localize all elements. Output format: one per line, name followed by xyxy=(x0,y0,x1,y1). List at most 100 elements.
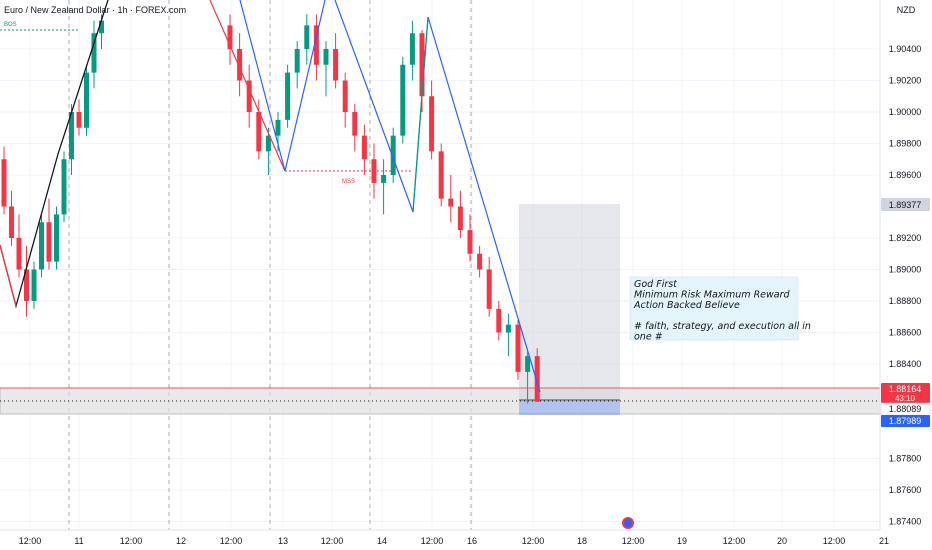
candle xyxy=(61,151,67,223)
candle xyxy=(91,20,97,89)
price-tick-label: 1.87400 xyxy=(889,517,922,527)
time-tick-label: 20 xyxy=(777,536,787,546)
candle-body xyxy=(285,72,291,120)
candle-body xyxy=(246,80,252,112)
candle-body xyxy=(496,308,502,333)
price-tick-label: 1.89000 xyxy=(889,265,922,275)
candle xyxy=(1,146,7,215)
candle-body xyxy=(16,238,22,270)
swing-line-green xyxy=(412,16,429,213)
time-axis-bg xyxy=(0,530,932,550)
candle xyxy=(534,348,540,402)
candle-body xyxy=(515,324,521,372)
candle xyxy=(352,104,358,152)
candle-body xyxy=(227,25,233,49)
candle-body xyxy=(69,112,74,160)
candle xyxy=(448,175,454,223)
bos-label: BOS xyxy=(4,22,17,28)
countdown-label: 43:10 xyxy=(895,394,916,403)
swing-line-red-left xyxy=(0,244,17,307)
time-tick-label: 21 xyxy=(879,536,889,546)
candle xyxy=(515,319,521,380)
candle xyxy=(323,41,329,97)
candle xyxy=(371,143,377,199)
candle-body xyxy=(54,214,59,262)
candle xyxy=(265,127,271,175)
price-tick-label: 1.90000 xyxy=(889,107,922,117)
target-price-label: 1.89377 xyxy=(889,200,922,210)
price-tick-label: 1.90400 xyxy=(889,44,922,54)
candle xyxy=(294,41,300,89)
price-tick-label: 1.89600 xyxy=(889,170,922,180)
event-marker-inner-icon xyxy=(624,519,632,527)
candle-body xyxy=(429,96,435,152)
note-line: # faith, strategy, and execution all in xyxy=(634,321,811,332)
time-tick-label: 12:00 xyxy=(522,536,545,546)
candle-body xyxy=(400,64,406,136)
price-tick-label: 1.88400 xyxy=(889,359,922,369)
swing-line-blue-1 xyxy=(239,0,326,172)
candle xyxy=(285,64,291,128)
candles xyxy=(1,14,540,404)
time-tick-label: 12:00 xyxy=(622,536,645,546)
candle xyxy=(457,190,463,238)
mss-label: MSS xyxy=(342,179,355,185)
candle-body xyxy=(294,49,300,73)
time-tick-label: 18 xyxy=(577,536,587,546)
candle xyxy=(333,33,339,89)
price-tick-label: 1.88800 xyxy=(889,296,922,306)
candle-body xyxy=(419,33,425,97)
candle-body xyxy=(448,198,454,207)
candle xyxy=(477,245,483,278)
candle-body xyxy=(361,135,367,160)
candle xyxy=(467,214,473,262)
price-tick-label: 1.87800 xyxy=(889,454,922,464)
candle xyxy=(390,127,396,183)
note-box[interactable] xyxy=(629,276,799,341)
entry-price-label: 1.88089 xyxy=(889,404,922,414)
candle-body xyxy=(265,135,271,152)
price-tick-label: 1.89800 xyxy=(889,139,922,149)
time-tick-label: 13 xyxy=(278,536,288,546)
candle xyxy=(31,261,37,309)
candle-body xyxy=(323,49,329,65)
candle-body xyxy=(333,49,339,81)
candle-body xyxy=(313,25,319,65)
candle xyxy=(227,14,233,65)
candle xyxy=(400,56,406,144)
candle-body xyxy=(534,356,540,402)
stop-price-label: 1.87989 xyxy=(889,416,922,426)
time-tick-label: 12:00 xyxy=(823,536,846,546)
candle xyxy=(84,64,89,136)
stop-zone xyxy=(519,400,620,415)
candle xyxy=(304,14,310,65)
candle xyxy=(486,256,492,317)
time-tick-label: 14 xyxy=(377,536,387,546)
candle xyxy=(76,99,82,136)
candle-body xyxy=(1,159,7,207)
candle-body xyxy=(9,206,14,238)
candle xyxy=(361,124,367,175)
time-tick-label: 12:00 xyxy=(723,536,746,546)
candle xyxy=(9,190,14,246)
note-line: one # xyxy=(634,332,663,343)
candle-body xyxy=(24,269,29,301)
candle-body xyxy=(438,151,444,199)
candle-body xyxy=(467,230,473,254)
price-axis-ticks: 1.90400 1.90200 1.90000 1.89800 1.89600 1.892… xyxy=(889,44,922,527)
candle xyxy=(429,80,435,160)
candle xyxy=(54,206,59,270)
time-tick-label: 12 xyxy=(176,536,186,546)
target-price-badge xyxy=(881,198,930,211)
candle-body xyxy=(525,356,531,372)
candle-body xyxy=(352,112,358,136)
time-tick-label: 12:00 xyxy=(19,536,42,546)
time-tick-label: 12:00 xyxy=(120,536,143,546)
candle xyxy=(313,14,319,81)
candle xyxy=(16,214,22,278)
candle-body xyxy=(342,80,348,112)
time-tick-label: 19 xyxy=(677,536,687,546)
candle-body xyxy=(46,222,52,262)
